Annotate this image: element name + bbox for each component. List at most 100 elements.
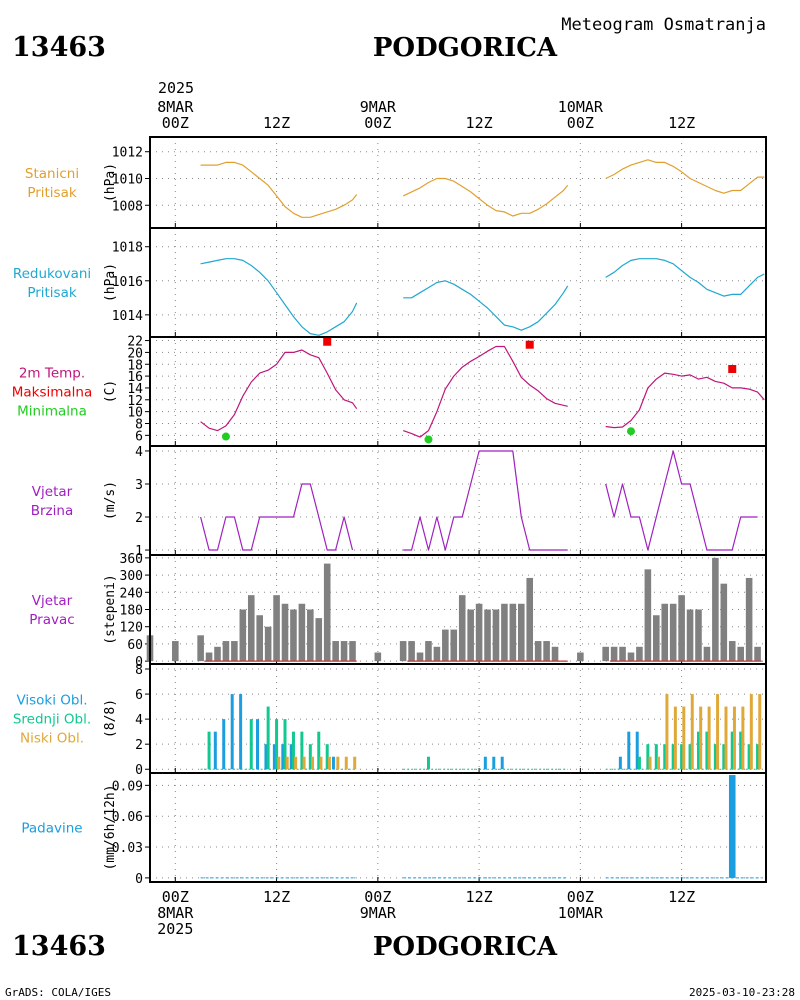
panel-label-temperature: Minimalna (17, 404, 87, 420)
y-tick-label: 0 (135, 872, 143, 887)
cloud-bar-low (749, 694, 753, 770)
cloud-bar-mid (426, 756, 430, 770)
direction-bar (433, 646, 441, 662)
cloud-bar-mid (756, 744, 760, 770)
direction-bar (197, 635, 204, 662)
y-tick-label: 0.09 (112, 779, 143, 794)
direction-bar (323, 563, 331, 662)
direction-bar (467, 609, 474, 662)
cloud-bar-mid (680, 744, 684, 770)
y-axis-label: (hPa) (103, 263, 118, 302)
y-tick-label: 0 (135, 655, 143, 670)
direction-bar (661, 603, 669, 662)
tmin-marker (221, 432, 230, 441)
time-label-bottom: 00Z (162, 888, 189, 906)
direction-bar (610, 646, 618, 662)
time-label-bottom: 10MAR (558, 904, 604, 922)
direction-bar (484, 609, 491, 662)
panel-frame (149, 136, 767, 229)
time-label-top: 9MAR (360, 98, 397, 116)
time-label-bottom: 12Z (668, 888, 695, 906)
cloud-bar-mid (291, 731, 295, 770)
panel-label-pressure_station: Stanicni (25, 166, 79, 182)
cloud-bar-low (319, 756, 323, 770)
cloud-bar-mid (730, 731, 734, 770)
cloud-bar-high (483, 756, 487, 770)
cloud-bar-low (665, 694, 669, 770)
cloud-bar-low (682, 706, 686, 770)
cloud-bar-mid (663, 744, 667, 770)
direction-bar (728, 641, 736, 662)
cloud-bar-high (627, 731, 631, 770)
direction-bar (442, 629, 449, 662)
cloud-bar-high (492, 756, 496, 770)
cloud-bar-high (239, 694, 243, 770)
direction-bar (399, 641, 407, 662)
cloud-bar-mid (646, 744, 650, 770)
cloud-bar-high (264, 744, 268, 770)
cloud-bar-mid (266, 706, 270, 770)
cloud-bar-mid (722, 744, 726, 770)
y-tick-label: 0.03 (112, 841, 143, 856)
y-tick-label: 16 (127, 370, 143, 385)
time-label-bottom: 9MAR (360, 904, 397, 922)
time-label-bottom: 12Z (263, 888, 290, 906)
y-tick-label: 300 (120, 569, 143, 584)
time-label-bottom: 00Z (364, 888, 391, 906)
direction-bar (281, 603, 289, 662)
cloud-bar-mid (713, 744, 717, 770)
panel-frame (149, 336, 767, 447)
direction-bar (686, 609, 694, 662)
y-tick-label: 6 (135, 688, 143, 703)
cloud-bar-mid (747, 744, 751, 770)
series-line-temperature (200, 349, 358, 432)
cloud-bar-mid (308, 744, 312, 770)
direction-bar (695, 609, 702, 662)
cloud-bar-low (311, 756, 315, 770)
direction-bar (247, 595, 255, 662)
direction-bar (577, 652, 584, 662)
y-tick-label: 3 (135, 478, 143, 493)
series-line-wind_speed (403, 450, 568, 551)
panel-frame (149, 772, 767, 883)
cloud-bar-mid (688, 744, 692, 770)
time-label-top: 12Z (466, 114, 493, 132)
y-axis-label: (mm/6h/12h) (103, 784, 118, 870)
direction-bar (315, 618, 323, 662)
panel-label-temperature: Maksimalna (12, 385, 93, 401)
y-tick-label: 240 (120, 586, 143, 601)
time-label-top: 00Z (567, 114, 594, 132)
direction-bar (340, 641, 348, 662)
direction-bar (416, 652, 424, 662)
panel-wind_speed: 1 2 3 4 (m/s) Vjetar Brzina (31, 445, 767, 559)
time-label-top: 00Z (364, 114, 391, 132)
direction-bar (627, 652, 635, 662)
panel-label-pressure_station: Pritisak (27, 185, 77, 201)
tmax-marker (323, 337, 332, 346)
station-id-bottom: 13463 (12, 931, 106, 962)
cloud-bar-high (213, 731, 217, 770)
y-tick-label: 4 (135, 445, 143, 460)
cloud-bar-mid (739, 731, 743, 770)
panel-precipitation: 0 0.03 0.06 0.09(mm/6h/12h) Padavine (21, 772, 767, 887)
station-name-top: PODGORICA (373, 33, 558, 63)
panel-label-clouds: Visoki Obl. (16, 693, 87, 709)
panel-label-wind_speed: Vjetar (32, 484, 73, 500)
direction-bar (737, 646, 744, 662)
time-label-top: 10MAR (558, 98, 604, 116)
direction-bar (273, 595, 280, 662)
direction-bar (307, 609, 314, 662)
cloud-bar-high (500, 756, 504, 770)
direction-bar (534, 641, 542, 662)
direction-bar (298, 603, 306, 662)
panel-pressure_reduced: 1014 1016 1018 (hPa) Redukovani Pritisak (13, 227, 767, 338)
series-line-pressure_reduced (605, 258, 765, 297)
panel-frame (149, 445, 767, 556)
cloud-bar-low (732, 706, 736, 770)
series-line-temperature (605, 372, 765, 429)
y-tick-label: 1 (135, 544, 143, 559)
series-line-pressure_reduced (403, 280, 569, 331)
cloud-bar-mid (637, 756, 641, 770)
cloud-bar-mid (671, 744, 675, 770)
